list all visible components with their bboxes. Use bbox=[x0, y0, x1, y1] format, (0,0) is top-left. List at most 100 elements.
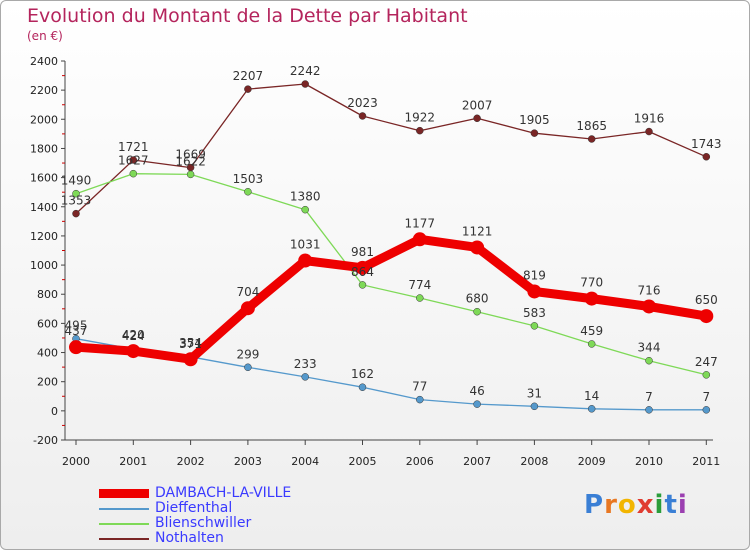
data-point bbox=[240, 301, 255, 316]
y-tick-label: 1200 bbox=[30, 230, 58, 243]
x-tick-label: 2007 bbox=[463, 455, 491, 468]
data-label: 46 bbox=[469, 384, 484, 398]
data-point bbox=[530, 129, 539, 137]
data-point bbox=[702, 406, 711, 414]
data-point bbox=[298, 253, 313, 268]
data-point bbox=[186, 170, 195, 179]
x-tick-label: 2010 bbox=[635, 455, 663, 468]
data-label: 774 bbox=[408, 278, 431, 292]
series-line bbox=[75, 83, 707, 215]
data-label: 344 bbox=[638, 341, 661, 355]
logo-letter: r bbox=[604, 490, 618, 520]
legend-swatch bbox=[99, 489, 149, 498]
data-point bbox=[702, 371, 711, 379]
data-label: 495 bbox=[65, 319, 88, 333]
data-label: 2023 bbox=[347, 96, 378, 110]
data-label: 716 bbox=[638, 283, 661, 297]
data-point bbox=[129, 169, 138, 178]
y-tick-label: 2000 bbox=[30, 113, 58, 126]
data-label: 7 bbox=[645, 390, 653, 404]
data-label: 1865 bbox=[576, 119, 607, 133]
series-line bbox=[75, 234, 708, 364]
data-point bbox=[645, 406, 653, 414]
x-tick-label: 2011 bbox=[692, 455, 720, 468]
data-label: 77 bbox=[412, 380, 427, 394]
logo-letter: t bbox=[664, 490, 678, 520]
data-point bbox=[416, 294, 424, 302]
legend-label: DAMBACH-LA-VILLE bbox=[155, 485, 292, 501]
y-tick-label: 1600 bbox=[30, 172, 58, 185]
data-label: 704 bbox=[236, 285, 259, 299]
data-point bbox=[355, 260, 370, 275]
x-tick-label: 2006 bbox=[406, 455, 434, 468]
data-point bbox=[473, 400, 481, 408]
y-tick-label: 600 bbox=[37, 317, 58, 330]
logo-letter: i bbox=[677, 490, 688, 520]
data-label: 1490 bbox=[61, 174, 92, 188]
y-tick-label: -200 bbox=[33, 434, 58, 447]
data-point bbox=[412, 232, 427, 247]
x-tick-label: 2005 bbox=[349, 455, 377, 468]
x-tick-label: 2000 bbox=[62, 455, 90, 468]
x-tick-label: 2004 bbox=[291, 455, 319, 468]
data-label: 1177 bbox=[405, 216, 436, 230]
data-label: 354 bbox=[179, 336, 202, 350]
data-point bbox=[72, 209, 80, 218]
data-label: 2242 bbox=[290, 64, 321, 78]
data-point bbox=[416, 126, 424, 135]
data-label: 1669 bbox=[175, 148, 206, 162]
data-label: 14 bbox=[584, 389, 599, 403]
data-label: 981 bbox=[351, 245, 374, 259]
legend-label: Dieffenthal bbox=[155, 500, 233, 516]
x-tick-label: 2009 bbox=[578, 455, 606, 468]
data-label: 1031 bbox=[290, 238, 321, 252]
data-point bbox=[129, 156, 138, 164]
data-point bbox=[587, 135, 596, 143]
data-label: 437 bbox=[65, 324, 88, 338]
data-label: 420 bbox=[122, 328, 145, 342]
logo-letter: P bbox=[584, 490, 605, 520]
y-tick-label: 0 bbox=[51, 405, 58, 418]
y-tick-label: 1400 bbox=[30, 201, 58, 214]
data-point bbox=[527, 284, 542, 299]
data-label: 1627 bbox=[118, 154, 149, 168]
data-label: 162 bbox=[351, 367, 374, 381]
series-line bbox=[75, 173, 707, 376]
data-point bbox=[358, 112, 367, 120]
data-point bbox=[358, 281, 367, 289]
logo-letter: i bbox=[654, 490, 665, 520]
x-tick-label: 2008 bbox=[520, 455, 548, 468]
data-point bbox=[72, 189, 80, 198]
data-point bbox=[473, 307, 481, 316]
data-point bbox=[183, 352, 198, 367]
x-tick-label: 2001 bbox=[119, 455, 147, 468]
data-label: 459 bbox=[580, 324, 603, 338]
legend-item: Dieffenthal bbox=[99, 501, 291, 516]
data-label: 371 bbox=[179, 337, 202, 351]
data-label: 424 bbox=[122, 329, 145, 343]
data-point bbox=[587, 340, 596, 348]
data-point bbox=[301, 205, 309, 214]
data-label: 233 bbox=[294, 357, 317, 371]
x-tick-label: 2002 bbox=[177, 455, 205, 468]
data-label: 1622 bbox=[175, 154, 206, 168]
data-label: 819 bbox=[523, 268, 546, 282]
chart-title: Evolution du Montant de la Dette par Hab… bbox=[27, 5, 468, 27]
data-label: 864 bbox=[351, 265, 374, 279]
data-point bbox=[699, 309, 714, 324]
data-point bbox=[244, 85, 252, 93]
logo-letter: x bbox=[636, 490, 655, 520]
y-tick-label: 1000 bbox=[30, 259, 58, 272]
data-point bbox=[530, 322, 539, 330]
data-point bbox=[642, 299, 656, 314]
data-label: 7 bbox=[702, 390, 710, 404]
data-point bbox=[473, 114, 481, 123]
data-point bbox=[470, 240, 485, 255]
data-point bbox=[69, 340, 83, 355]
data-label: 1743 bbox=[691, 137, 722, 151]
data-point bbox=[645, 127, 653, 136]
data-point bbox=[416, 395, 424, 404]
data-label: 2207 bbox=[233, 69, 264, 83]
